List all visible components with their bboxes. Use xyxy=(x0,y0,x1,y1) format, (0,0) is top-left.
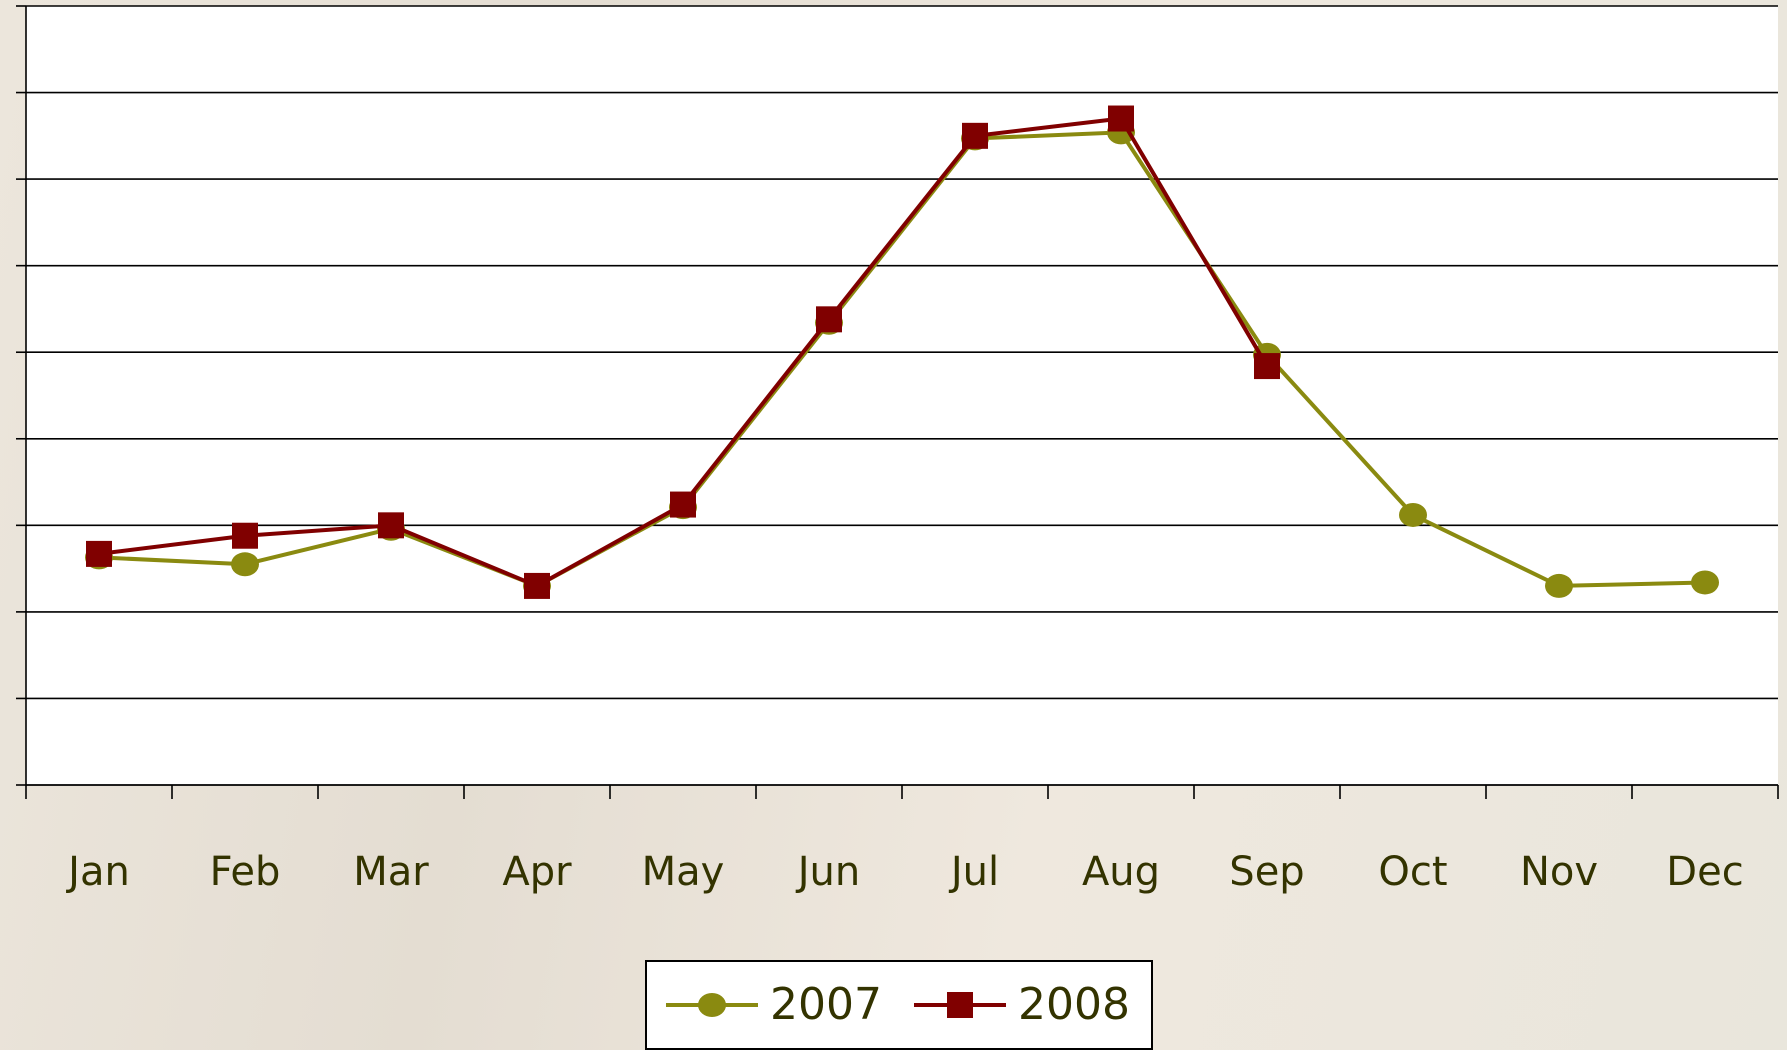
x-tick-label: Jul xyxy=(948,849,999,895)
legend-label: 2008 xyxy=(1018,979,1130,1030)
legend-label: 2007 xyxy=(770,979,882,1030)
x-tick-label: Aug xyxy=(1082,849,1160,895)
x-tick-label: Nov xyxy=(1520,849,1598,895)
point xyxy=(1545,573,1573,598)
plot-area xyxy=(26,6,1778,785)
x-tick-label: May xyxy=(642,849,725,895)
x-tick-label: Jan xyxy=(65,849,130,895)
x-tick-label: Feb xyxy=(210,849,281,895)
x-tick-label: Sep xyxy=(1229,849,1304,895)
x-tick-label: Jun xyxy=(795,849,861,895)
point xyxy=(962,122,988,149)
point xyxy=(524,572,550,599)
point xyxy=(86,540,112,567)
point xyxy=(232,522,258,549)
x-tick-label: Apr xyxy=(502,849,572,895)
x-tick-label: Oct xyxy=(1378,849,1447,895)
point xyxy=(231,552,259,577)
legend-marker xyxy=(698,993,726,1017)
point xyxy=(816,306,842,333)
point xyxy=(1691,570,1719,595)
x-tick-label: Mar xyxy=(353,849,429,895)
point xyxy=(1108,105,1134,132)
point xyxy=(670,491,696,518)
point xyxy=(378,512,404,539)
point xyxy=(1254,353,1280,380)
legend-marker xyxy=(947,992,973,1018)
x-tick-label: Dec xyxy=(1666,849,1743,895)
point xyxy=(1399,502,1427,527)
